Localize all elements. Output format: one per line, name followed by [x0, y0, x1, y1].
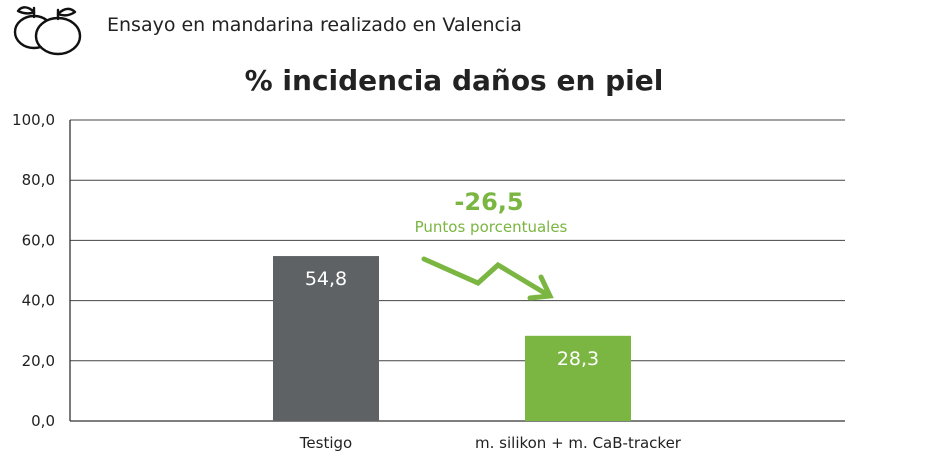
header: Ensayo en mandarina realizado en Valenci…	[0, 0, 937, 60]
y-axis-ticks: 0,0 20,0 40,0 60,0 80,0 100,0	[12, 111, 55, 430]
zigzag-down-arrow-icon	[421, 256, 551, 298]
chart-title: % incidencia daños en piel	[244, 64, 664, 97]
bar-value-label: 28,3	[557, 348, 599, 370]
annotation: -26,5 Puntos porcentuales	[415, 188, 568, 301]
y-tick-label: 0,0	[31, 412, 55, 430]
bar	[525, 335, 631, 421]
category-label: Testigo	[299, 434, 352, 452]
y-tick-label: 40,0	[22, 292, 55, 310]
bars: 54,8 28,3	[273, 256, 631, 421]
annotation-text: Puntos porcentuales	[415, 218, 568, 236]
bar-value-label: 54,8	[305, 268, 347, 290]
category-label: m. silikon + m. CaB-tracker	[475, 434, 682, 452]
category-labels: Testigo m. silikon + m. CaB-tracker	[299, 434, 682, 452]
arrow-head	[527, 274, 554, 301]
annotation-value: -26,5	[454, 188, 523, 216]
y-tick-label: 20,0	[22, 352, 55, 370]
mandarin-icon	[13, 6, 82, 56]
header-text: Ensayo en mandarina realizado en Valenci…	[107, 14, 522, 36]
y-tick-label: 100,0	[12, 111, 55, 129]
grid-lines	[69, 119, 845, 422]
y-tick-label: 80,0	[22, 171, 55, 189]
bar	[273, 256, 379, 421]
y-tick-label: 60,0	[22, 231, 55, 249]
